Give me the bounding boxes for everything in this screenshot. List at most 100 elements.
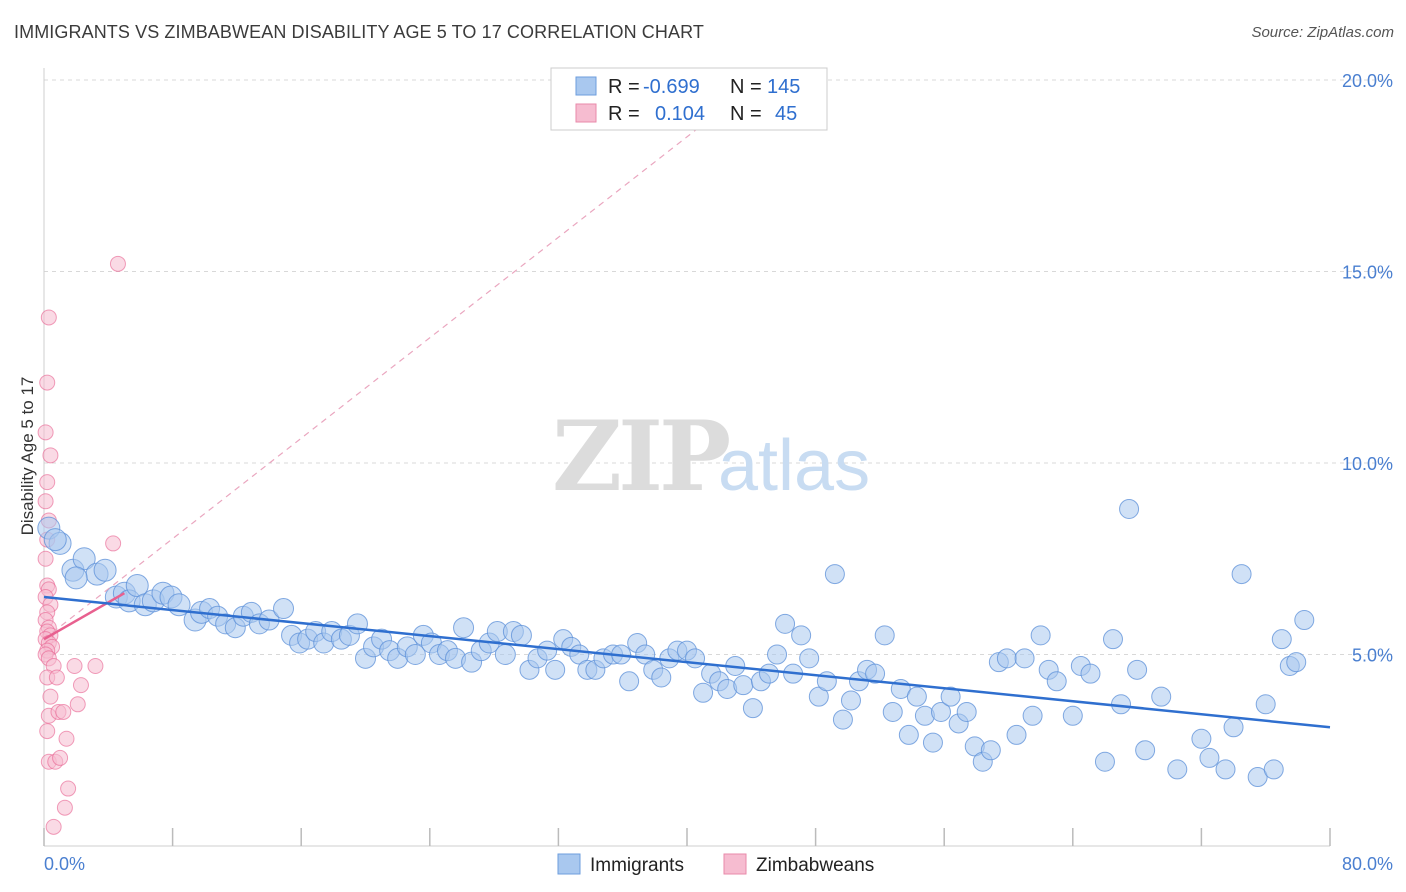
zimbabweans-point-8 bbox=[37, 550, 54, 567]
immigrants-trend-line bbox=[43, 595, 1331, 729]
immigrants-point-84 bbox=[758, 663, 779, 684]
immigrants-point-98 bbox=[874, 625, 895, 646]
immigrants-point-104 bbox=[922, 732, 943, 753]
immigrants-point-113 bbox=[996, 648, 1017, 669]
immigrants-point-124 bbox=[1102, 629, 1123, 650]
immigrants-point-126 bbox=[1119, 498, 1140, 519]
source-label: Source: ZipAtlas.com bbox=[1251, 24, 1394, 41]
zimbabweans-point-32 bbox=[58, 730, 75, 747]
immigrants-point-93 bbox=[832, 709, 853, 730]
immigrants-point-139 bbox=[1271, 629, 1292, 650]
immigrants-points bbox=[37, 498, 1315, 788]
immigrants-point-129 bbox=[1151, 686, 1172, 707]
y-tick-label-5: 5.0% bbox=[1352, 646, 1393, 666]
immigrants-point-82 bbox=[742, 698, 763, 719]
immigrants-point-54 bbox=[510, 624, 532, 646]
immigrants-point-120 bbox=[1062, 705, 1083, 726]
legend-n-value-2: 45 bbox=[775, 103, 797, 125]
immigrants-point-114 bbox=[1006, 724, 1027, 745]
watermark-zip: ZIP bbox=[552, 400, 729, 513]
zimbabweans-trend-extended bbox=[43, 98, 736, 640]
immigrants-point-85 bbox=[767, 644, 788, 665]
bottom-legend-swatch-zimbabweans bbox=[723, 853, 747, 875]
zimbabweans-point-39 bbox=[109, 255, 126, 272]
immigrants-point-71 bbox=[651, 667, 672, 688]
legend-r-value-1: -0.699 bbox=[643, 76, 700, 98]
bottom-legend-zimbabweans: Zimbabweans bbox=[756, 855, 874, 876]
immigrants-point-143 bbox=[43, 528, 67, 552]
immigrants-point-138 bbox=[1263, 759, 1284, 780]
immigrants-point-134 bbox=[1223, 717, 1244, 738]
legend-n-label-2: N = bbox=[730, 103, 762, 125]
zimbabweans-point-27 bbox=[42, 688, 59, 705]
x-tick-label-min: 0.0% bbox=[44, 854, 85, 874]
zimbabweans-point-31 bbox=[39, 723, 56, 740]
zimbabweans-point-43 bbox=[69, 696, 86, 713]
immigrants-point-41 bbox=[404, 644, 426, 665]
immigrants-point-123 bbox=[1094, 751, 1115, 772]
immigrants-point-105 bbox=[930, 701, 951, 722]
immigrants-point-88 bbox=[791, 625, 812, 646]
watermark: ZIP atlas bbox=[552, 400, 870, 513]
grid-layer bbox=[44, 79, 1392, 655]
y-axis-label: Disability Age 5 to 17 bbox=[18, 377, 37, 536]
bottom-legend-swatch-immigrants bbox=[557, 853, 581, 875]
zimbabweans-point-40 bbox=[105, 535, 122, 552]
immigrants-point-34 bbox=[346, 613, 368, 635]
immigrants-point-127 bbox=[1127, 659, 1148, 680]
immigrants-point-58 bbox=[545, 659, 566, 680]
immigrants-point-102 bbox=[906, 686, 927, 707]
legend-swatch-zimbabweans bbox=[575, 103, 597, 123]
immigrants-point-86 bbox=[775, 613, 796, 634]
immigrants-point-25 bbox=[273, 598, 295, 620]
legend-r-value-2: 0.104 bbox=[655, 103, 705, 125]
immigrants-point-115 bbox=[1014, 648, 1035, 669]
y-tick-label-10: 10.0% bbox=[1342, 454, 1393, 474]
y-tick-label-20: 20.0% bbox=[1342, 71, 1393, 91]
immigrants-point-94 bbox=[840, 690, 861, 711]
zimbabweans-point-30 bbox=[55, 703, 72, 720]
zimbabweans-point-42 bbox=[72, 677, 89, 694]
immigrants-point-67 bbox=[619, 671, 640, 692]
zimbabweans-point-36 bbox=[60, 780, 77, 797]
immigrants-point-116 bbox=[1022, 705, 1043, 726]
immigrants-point-136 bbox=[1247, 767, 1268, 788]
immigrants-point-132 bbox=[1199, 747, 1220, 768]
zimbabweans-point-3 bbox=[42, 447, 59, 464]
zimbabweans-point-4 bbox=[39, 474, 56, 491]
tick-labels: 5.0% 10.0% 15.0% 20.0% 0.0% 80.0% bbox=[44, 71, 1393, 874]
immigrants-point-92 bbox=[824, 564, 845, 585]
zimbabweans-point-0 bbox=[40, 309, 57, 326]
zimbabweans-point-1 bbox=[39, 374, 56, 391]
immigrants-point-75 bbox=[685, 648, 706, 669]
immigrants-point-106 bbox=[940, 686, 961, 707]
trend-lines bbox=[43, 98, 1331, 729]
immigrants-point-89 bbox=[799, 648, 820, 669]
chart-title: IMMIGRANTS VS ZIMBABWEAN DISABILITY AGE … bbox=[14, 22, 704, 42]
immigrants-point-133 bbox=[1215, 759, 1236, 780]
immigrants-point-47 bbox=[453, 617, 475, 639]
immigrants-point-101 bbox=[898, 724, 919, 745]
immigrants-point-57 bbox=[537, 640, 558, 661]
immigrants-point-122 bbox=[1080, 663, 1101, 684]
immigrants-point-137 bbox=[1255, 694, 1276, 715]
x-tick-label-max: 80.0% bbox=[1342, 854, 1393, 874]
immigrants-point-99 bbox=[882, 701, 903, 722]
bottom-legend-immigrants: Immigrants bbox=[590, 855, 684, 876]
immigrants-point-141 bbox=[1286, 652, 1307, 673]
zimbabweans-point-44 bbox=[66, 657, 83, 674]
legend-swatch-immigrants bbox=[575, 76, 597, 96]
legend-n-label-1: N = bbox=[730, 76, 762, 98]
zimbabweans-point-38 bbox=[45, 818, 62, 835]
immigrants-point-111 bbox=[980, 740, 1001, 761]
immigrants-point-135 bbox=[1231, 564, 1252, 585]
immigrants-point-97 bbox=[865, 663, 886, 684]
zimbabweans-trend-line bbox=[43, 592, 125, 641]
immigrants-point-128 bbox=[1135, 740, 1156, 761]
immigrants-point-76 bbox=[693, 682, 714, 703]
zimbabweans-point-35 bbox=[52, 749, 69, 766]
immigrants-point-144 bbox=[64, 566, 88, 590]
immigrants-point-130 bbox=[1167, 759, 1188, 780]
zimbabweans-point-5 bbox=[37, 493, 54, 510]
